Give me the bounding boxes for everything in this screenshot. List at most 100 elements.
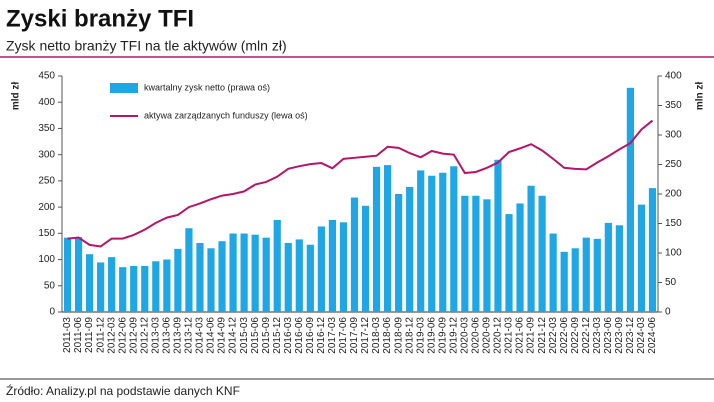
- bar: [328, 219, 337, 312]
- bar: [273, 219, 281, 312]
- bar: [350, 197, 359, 312]
- y-tick-label: 450: [38, 71, 55, 82]
- bar: [383, 165, 392, 312]
- x-tick-label: 2018-09: [393, 317, 404, 354]
- x-tick-label: 2020-06: [471, 317, 482, 354]
- bar: [428, 175, 436, 312]
- x-tick-label: 2014-06: [206, 317, 217, 354]
- x-tick-label: 2019-12: [448, 317, 459, 354]
- x-tick-label: 2022-09: [570, 317, 581, 354]
- bar: [141, 265, 149, 312]
- bar: [284, 242, 292, 312]
- bar: [505, 214, 513, 312]
- x-tick-label: 2020-03: [459, 317, 470, 354]
- line: [67, 119, 654, 248]
- bar: [626, 87, 635, 312]
- y2-tick-label: 400: [665, 71, 682, 82]
- chart-title: Zyski branży TFI: [6, 5, 194, 32]
- legend-label: aktywa zarządzanych funduszy (lewa oś): [144, 110, 308, 120]
- y2-tick-label: 300: [665, 130, 682, 141]
- x-tick-label: 2019-03: [415, 317, 426, 354]
- x-tick-label: 2022-06: [559, 317, 570, 354]
- y-tick-label: 0: [49, 307, 55, 318]
- bar: [538, 195, 546, 312]
- y-tick-label: 50: [44, 280, 56, 291]
- x-tick-label: 2017-03: [327, 317, 338, 354]
- x-tick-label: 2015-09: [261, 317, 272, 354]
- bar: [207, 248, 215, 312]
- bar: [196, 242, 204, 312]
- x-tick-label: 2015-06: [250, 317, 261, 354]
- x-tick-label: 2023-12: [625, 317, 636, 354]
- bar: [229, 233, 237, 312]
- x-tick-label: 2017-09: [349, 317, 360, 354]
- x-tick-label: 2015-03: [239, 317, 250, 354]
- y2-tick-label: 250: [665, 159, 682, 170]
- x-tick-label: 2016-09: [305, 317, 316, 354]
- y-tick-label: 350: [38, 123, 55, 134]
- x-tick-label: 2021-12: [537, 317, 548, 354]
- x-tick-label: 2013-06: [161, 317, 172, 354]
- x-tick-label: 2021-03: [504, 317, 515, 354]
- x-tick-label: 2018-03: [371, 317, 382, 354]
- bar: [130, 265, 138, 312]
- bar: [604, 222, 612, 312]
- x-tick-label: 2011-09: [84, 317, 95, 353]
- y-tick-label: 400: [38, 97, 55, 108]
- x-tick-label: 2013-12: [184, 317, 195, 354]
- bar: [163, 259, 171, 312]
- x-tick-label: 2012-09: [128, 317, 139, 354]
- y2-tick-label: 200: [665, 189, 682, 200]
- bar: [262, 237, 270, 312]
- bar: [582, 237, 590, 312]
- legend-label: kwartalny zysk netto (prawa oś): [144, 82, 270, 92]
- source: Źródło: Analizy.pl na podstawie danych K…: [6, 383, 240, 398]
- y2-axis-label: mln zł: [695, 82, 706, 111]
- y-tick-label: 150: [38, 228, 55, 239]
- bar: [295, 239, 303, 312]
- bar: [593, 238, 601, 312]
- y-tick-label: 300: [38, 149, 55, 160]
- bar: [372, 166, 381, 312]
- x-tick-label: 2021-09: [526, 317, 537, 354]
- x-tick-label: 2023-09: [614, 317, 625, 354]
- y2-tick-label: 50: [665, 277, 677, 288]
- bar: [615, 225, 623, 312]
- x-tick-label: 2018-12: [404, 317, 415, 354]
- x-tick-label: 2024-03: [636, 317, 647, 354]
- x-tick-label: 2015-12: [272, 317, 283, 354]
- bar: [417, 170, 425, 312]
- bar: [637, 204, 646, 312]
- x-tick-label: 2013-09: [173, 317, 184, 354]
- x-tick-label: 2011-03: [62, 317, 73, 353]
- x-tick-label: 2020-09: [482, 317, 493, 354]
- y-tick-label: 250: [38, 176, 55, 187]
- y-tick-label: 100: [38, 254, 55, 265]
- bar: [472, 195, 480, 312]
- bar: [185, 228, 193, 312]
- bar: [560, 251, 568, 312]
- bar: [361, 205, 370, 312]
- bar: [218, 241, 226, 312]
- x-tick-label: 2012-12: [139, 317, 150, 354]
- bar: [527, 185, 535, 312]
- bar: [119, 267, 127, 312]
- x-tick-label: 2011-06: [73, 317, 84, 353]
- x-tick-label: 2020-12: [493, 317, 504, 354]
- chart-subtitle: Zysk netto branży TFI na tle aktywów (ml…: [6, 38, 287, 54]
- bar: [240, 233, 248, 312]
- x-tick-label: 2022-03: [548, 317, 559, 354]
- bar: [494, 159, 502, 312]
- bar: [174, 248, 182, 312]
- bar: [395, 194, 403, 312]
- x-tick-label: 2021-06: [515, 317, 526, 354]
- x-tick-label: 2014-09: [217, 317, 228, 354]
- x-tick-label: 2019-09: [437, 317, 448, 354]
- x-tick-label: 2023-03: [592, 317, 603, 354]
- bar: [549, 233, 557, 312]
- bar: [406, 186, 414, 312]
- x-tick-label: 2013-03: [150, 317, 161, 354]
- y-axis-label: mld zł: [11, 82, 22, 111]
- bar: [108, 257, 116, 312]
